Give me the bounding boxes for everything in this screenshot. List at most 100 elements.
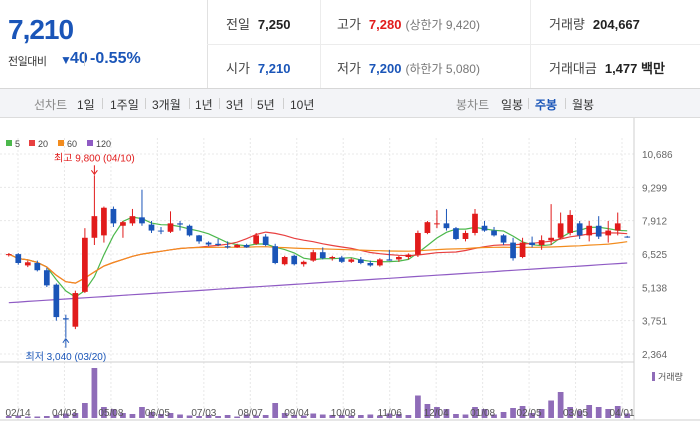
candle-body bbox=[538, 240, 545, 245]
volume-bar bbox=[405, 415, 412, 418]
volume-bar bbox=[101, 407, 107, 418]
stat-label: 저가 bbox=[337, 61, 361, 76]
candle-body bbox=[110, 208, 117, 224]
volume-bar bbox=[291, 415, 298, 418]
stat-value: 7,210 bbox=[257, 61, 291, 76]
candle-body bbox=[481, 225, 488, 231]
volume-bar bbox=[443, 409, 450, 418]
candle-body bbox=[177, 223, 183, 225]
volume-bars bbox=[5, 368, 655, 418]
period-1d-button[interactable]: 1일 bbox=[77, 98, 95, 112]
candle-body bbox=[15, 254, 22, 264]
volume-bar bbox=[129, 414, 136, 418]
volume-bar bbox=[453, 414, 459, 418]
candle-body bbox=[91, 216, 98, 238]
volume-bar bbox=[310, 413, 317, 418]
stat-value: 7,200 bbox=[368, 61, 402, 76]
stat-sub: (상한가 9,420) bbox=[405, 18, 480, 32]
change-value: 40 bbox=[70, 50, 88, 67]
volume-bar bbox=[386, 413, 393, 418]
high-arrow-head bbox=[90, 169, 98, 176]
volume-bar bbox=[43, 416, 50, 418]
high-annotation: 최고 9,800 (04/10) bbox=[54, 152, 135, 164]
period-3m-button[interactable]: 3개월 bbox=[152, 98, 181, 112]
candle-body bbox=[557, 223, 564, 238]
candle-body bbox=[519, 242, 526, 258]
x-tick-label: 12/04 bbox=[424, 408, 449, 419]
candle-body bbox=[148, 224, 155, 231]
toolbar-divider bbox=[283, 98, 284, 109]
candle-body bbox=[614, 223, 621, 231]
volume-bar bbox=[215, 416, 221, 418]
volume-bar bbox=[196, 416, 202, 418]
y-tick-label: 9,299 bbox=[642, 183, 667, 194]
candle-monthly-button[interactable]: 월봉 bbox=[572, 98, 595, 112]
volume-bar bbox=[338, 415, 345, 418]
candle-body bbox=[576, 223, 583, 236]
toolbar-divider bbox=[251, 98, 252, 109]
volume-bar bbox=[624, 413, 631, 418]
candle-body bbox=[462, 232, 469, 239]
period-10y-button[interactable]: 10년 bbox=[290, 98, 315, 112]
candle-body bbox=[186, 225, 193, 236]
legend-label: 60 bbox=[67, 139, 77, 149]
volume-bar bbox=[586, 405, 593, 418]
x-tick-label: 10/08 bbox=[331, 408, 356, 419]
volume-bar bbox=[557, 392, 564, 418]
volume-legend-label: 거래량 bbox=[658, 371, 683, 382]
ma-legend: 5 20 60 120 bbox=[6, 139, 111, 149]
candle-body bbox=[215, 243, 221, 245]
period-1y-button[interactable]: 1년 bbox=[195, 98, 213, 112]
quote-header: 7,210 전일대비 ▼ 40 -0.55% 전일 7,250 고가 7,280 (상… bbox=[0, 0, 700, 89]
candle-body bbox=[472, 213, 478, 233]
candle-weekly-button[interactable]: 주봉 bbox=[535, 98, 558, 112]
candle-body bbox=[262, 236, 269, 245]
volume-bar bbox=[281, 413, 288, 418]
x-tick-label: 04/01 bbox=[609, 408, 634, 419]
candle-body bbox=[158, 230, 164, 232]
x-tick-label: 04/03 bbox=[52, 408, 77, 419]
legend-label: 20 bbox=[38, 139, 48, 149]
candle-body bbox=[281, 257, 288, 265]
stock-chart[interactable]: 5 20 60 120 10,686 9,299 7,912 6,525 5,138 3,751… bbox=[0, 118, 700, 448]
legend-swatch bbox=[29, 140, 35, 146]
volume-bar bbox=[472, 407, 478, 418]
price-box: 7,210 전일대비 ▼ 40 -0.55% bbox=[0, 0, 208, 88]
candle-body bbox=[24, 262, 31, 266]
candle-daily-button[interactable]: 일봉 bbox=[501, 98, 524, 112]
volume-bar bbox=[491, 414, 497, 418]
volume-bar bbox=[148, 412, 155, 418]
candle-body bbox=[291, 255, 298, 265]
toolbar-divider bbox=[145, 98, 146, 109]
volume-bar bbox=[53, 415, 60, 418]
candle-chart-label: 봉차트 bbox=[456, 98, 490, 112]
stat-open: 시가 7,210 bbox=[226, 58, 290, 77]
volume-bar bbox=[110, 409, 117, 418]
period-3y-button[interactable]: 3년 bbox=[226, 98, 244, 112]
stat-label: 전일 bbox=[226, 17, 250, 32]
toolbar-divider bbox=[528, 98, 529, 109]
candle-body bbox=[34, 263, 41, 271]
candle-body bbox=[424, 222, 431, 233]
candle-body bbox=[224, 246, 231, 248]
candle-body bbox=[500, 235, 507, 243]
volume-bar bbox=[500, 412, 507, 418]
y-tick-label: 3,751 bbox=[642, 317, 667, 328]
volume-bar bbox=[91, 368, 98, 418]
volume-bar bbox=[396, 414, 402, 418]
period-5y-button[interactable]: 5년 bbox=[257, 98, 275, 112]
volume-bar bbox=[376, 415, 383, 418]
stat-label: 시가 bbox=[226, 61, 250, 76]
period-1w-button[interactable]: 1주일 bbox=[110, 98, 139, 112]
volume-bar bbox=[34, 416, 41, 418]
volume-bar bbox=[158, 414, 164, 418]
x-tick-label: 02/14 bbox=[5, 408, 30, 419]
candle-body bbox=[491, 230, 497, 236]
candle-body bbox=[5, 254, 12, 256]
change-label: 전일대비 bbox=[8, 56, 47, 68]
y-tick-label: 6,525 bbox=[642, 250, 667, 261]
volume-bar bbox=[576, 410, 583, 418]
candle-body bbox=[253, 235, 260, 244]
stat-turnover: 거래대금 1,477 백만 bbox=[549, 58, 665, 77]
legend-swatch bbox=[87, 140, 93, 146]
